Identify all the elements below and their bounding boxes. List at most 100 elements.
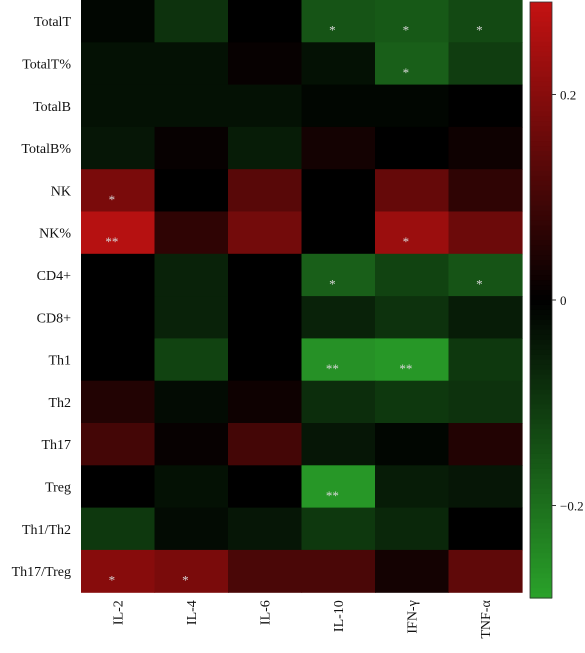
colorbar-segment xyxy=(530,439,552,445)
colorbar-segment xyxy=(530,568,552,574)
colorbar-segment xyxy=(530,81,552,88)
colorbar-segment xyxy=(530,339,552,346)
colorbar-segment xyxy=(530,300,552,306)
significance-marker: * xyxy=(476,276,483,291)
colorbar-segment xyxy=(530,61,552,68)
colorbar-segment xyxy=(530,106,552,112)
heatmap-cell xyxy=(228,549,303,593)
heatmap-cell xyxy=(81,465,156,509)
heatmap-cell xyxy=(81,169,156,213)
heatmap-cell xyxy=(448,465,523,509)
heatmap-cell xyxy=(375,380,450,424)
heatmap-cell xyxy=(448,338,523,382)
colorbar-segment xyxy=(530,76,552,83)
colorbar-segment xyxy=(530,463,552,470)
column-label: IFN-γ xyxy=(406,600,421,633)
heatmap-cell xyxy=(448,549,523,593)
heatmap-cell xyxy=(301,169,376,213)
heatmap-cell xyxy=(81,84,156,128)
heatmap-cell xyxy=(301,380,376,424)
colorbar-segment xyxy=(530,111,552,117)
colorbar-segment xyxy=(530,583,552,589)
heatmap-cell xyxy=(228,465,303,509)
heatmap-cell xyxy=(448,423,523,466)
colorbar-segment xyxy=(530,528,552,535)
colorbar-segment xyxy=(530,260,552,266)
colorbar-segment xyxy=(530,468,552,475)
heatmap-cell xyxy=(154,465,229,509)
colorbar-segment xyxy=(530,384,552,390)
heatmap-cell xyxy=(301,84,376,128)
significance-marker: * xyxy=(182,573,189,588)
colorbar-segment xyxy=(530,46,552,53)
column-label: IL-10 xyxy=(332,600,347,632)
row-label: NK% xyxy=(39,227,71,242)
colorbar-segment xyxy=(530,185,552,192)
colorbar-segment xyxy=(530,230,552,237)
colorbar-segment xyxy=(530,478,552,485)
heatmap-cell xyxy=(154,507,229,551)
colorbar-segment xyxy=(530,538,552,544)
heatmap-cell xyxy=(375,549,450,593)
colorbar-segment xyxy=(530,250,552,256)
colorbar-segment xyxy=(530,26,552,33)
colorbar-segment xyxy=(530,235,552,241)
colorbar-segment xyxy=(530,165,552,172)
colorbar-segment xyxy=(530,190,552,197)
column-label: IL-6 xyxy=(259,600,274,625)
heatmap-cell xyxy=(301,211,376,255)
colorbar-segment xyxy=(530,270,552,276)
colorbar-tick-label: 0 xyxy=(560,293,567,308)
colorbar-segment xyxy=(530,369,552,376)
colorbar-segment xyxy=(530,548,552,554)
row-label: Th17 xyxy=(41,438,71,453)
colorbar-segment xyxy=(530,295,552,301)
heatmap-cell xyxy=(81,126,156,170)
colorbar-segment xyxy=(530,240,552,246)
colorbar-segment xyxy=(530,265,552,271)
heatmap-cell xyxy=(301,296,376,339)
heatmap-cell xyxy=(448,380,523,424)
significance-marker: ** xyxy=(326,488,339,503)
heatmap-cell xyxy=(228,507,303,551)
colorbar-segment xyxy=(530,31,552,38)
colorbar-segment xyxy=(530,36,552,43)
heatmap-cell xyxy=(375,84,450,128)
heatmap-cell xyxy=(228,42,303,86)
colorbar-segment xyxy=(530,21,552,28)
colorbar-segment xyxy=(530,419,552,425)
colorbar-segment xyxy=(530,578,552,584)
heatmap-cell xyxy=(301,42,376,86)
colorbar-segment xyxy=(530,374,552,381)
colorbar-segment xyxy=(530,483,552,490)
row-label: TotalB xyxy=(33,100,71,115)
colorbar-segment xyxy=(530,389,552,395)
colorbar-segment xyxy=(530,488,552,495)
colorbar-segment xyxy=(530,151,552,157)
heatmap-cell xyxy=(228,126,303,170)
colorbar-segment xyxy=(530,195,552,202)
colorbar-segment xyxy=(530,116,552,122)
heatmap-cell xyxy=(81,211,156,255)
colorbar-segment xyxy=(530,404,552,410)
colorbar-segment xyxy=(530,175,552,182)
colorbar-segment xyxy=(530,558,552,564)
column-labels: IL-2 IL-4 IL-6 IL-10 IFN-γ TNF-α xyxy=(112,600,495,639)
heatmap-cell xyxy=(375,126,450,170)
colorbar-segment xyxy=(530,180,552,187)
heatmap-cell xyxy=(154,169,229,213)
significance-marker: ** xyxy=(399,361,412,376)
colorbar-segment xyxy=(530,523,552,530)
heatmap-cell xyxy=(375,338,450,382)
colorbar-segment xyxy=(530,329,552,336)
heatmap-cell xyxy=(228,169,303,213)
colorbar-segment xyxy=(530,593,552,599)
heatmap-cell xyxy=(301,465,376,509)
heatmap-cell xyxy=(81,549,156,593)
heatmap-cell xyxy=(448,42,523,86)
heatmap-cell xyxy=(81,380,156,424)
heatmap-cell xyxy=(81,296,156,339)
colorbar-segment xyxy=(530,146,552,152)
colorbar-segment xyxy=(530,41,552,48)
